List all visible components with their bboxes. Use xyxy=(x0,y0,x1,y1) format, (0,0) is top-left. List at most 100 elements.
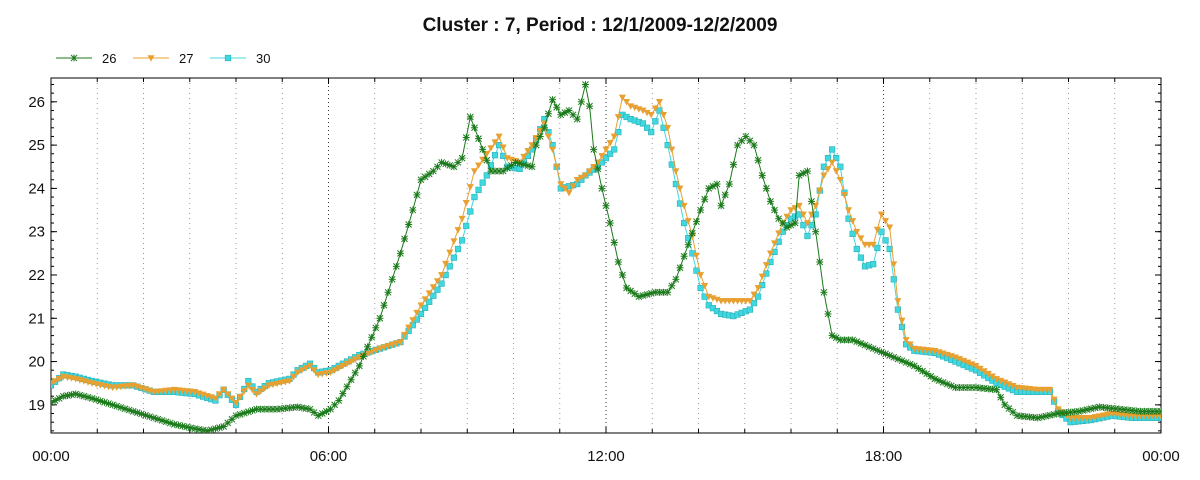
data-point xyxy=(919,367,927,375)
data-point xyxy=(347,376,355,384)
data-point xyxy=(1038,386,1046,394)
data-point xyxy=(396,339,404,346)
data-point xyxy=(438,272,446,279)
y-tick-label: 21 xyxy=(28,310,45,327)
data-point xyxy=(680,202,688,210)
data-point xyxy=(738,298,746,305)
data-point xyxy=(1050,410,1058,418)
data-point xyxy=(1042,412,1050,420)
data-point xyxy=(672,168,680,175)
data-point xyxy=(1075,415,1083,422)
data-point xyxy=(355,362,363,370)
data-point xyxy=(154,388,162,396)
data-point xyxy=(228,395,236,402)
data-point xyxy=(224,391,232,398)
data-point xyxy=(158,416,166,424)
data-point xyxy=(861,241,869,249)
data-point xyxy=(327,405,335,413)
data-point xyxy=(857,254,864,261)
data-point xyxy=(877,211,885,218)
data-point xyxy=(755,293,762,300)
data-point xyxy=(837,163,844,170)
data-point xyxy=(430,292,437,299)
data-point xyxy=(417,310,425,318)
data-point xyxy=(721,298,729,305)
data-point xyxy=(573,176,581,184)
data-point xyxy=(803,167,811,175)
data-point xyxy=(853,228,861,236)
data-point xyxy=(392,340,400,348)
data-point xyxy=(117,383,125,391)
data-point xyxy=(487,145,495,152)
data-point xyxy=(347,358,355,366)
data-point xyxy=(882,218,890,225)
data-point xyxy=(459,237,466,244)
data-point xyxy=(894,306,901,313)
data-point xyxy=(882,237,889,244)
data-point xyxy=(384,343,392,350)
data-point xyxy=(462,134,470,142)
data-point xyxy=(676,185,684,193)
data-point xyxy=(257,388,265,395)
y-tick-label: 19 xyxy=(28,397,45,414)
data-point xyxy=(244,382,252,390)
y-axis: 19 20 21 22 23 24 25 26 xyxy=(28,83,1161,432)
data-point xyxy=(553,163,561,171)
data-point xyxy=(1091,414,1099,421)
data-point xyxy=(528,163,536,171)
data-point xyxy=(434,286,441,293)
series-line-27 xyxy=(51,96,1161,419)
data-point xyxy=(351,369,359,377)
data-point xyxy=(758,273,766,281)
data-point xyxy=(401,235,409,243)
data-point xyxy=(742,132,750,140)
data-point xyxy=(791,219,799,227)
data-point xyxy=(577,174,585,182)
data-point xyxy=(1095,413,1103,420)
data-point xyxy=(446,263,453,270)
data-point xyxy=(277,379,285,387)
data-point xyxy=(549,146,557,154)
data-point xyxy=(1034,414,1042,422)
data-point xyxy=(372,324,380,332)
data-point xyxy=(507,161,515,169)
data-point xyxy=(701,283,709,290)
data-point xyxy=(113,384,121,391)
data-point xyxy=(466,184,474,191)
data-point xyxy=(475,186,482,193)
data-point xyxy=(618,94,626,102)
data-point xyxy=(586,102,594,110)
data-point xyxy=(927,372,935,380)
data-point xyxy=(906,341,914,348)
data-point xyxy=(602,202,610,210)
data-point xyxy=(207,426,215,433)
data-point xyxy=(771,240,779,247)
data-point xyxy=(351,356,359,364)
data-point xyxy=(343,360,351,368)
data-point xyxy=(606,219,614,227)
data-point xyxy=(310,408,318,416)
data-point xyxy=(470,168,478,175)
data-point xyxy=(109,401,117,409)
data-point xyxy=(627,287,635,295)
data-point xyxy=(824,154,832,162)
data-point xyxy=(446,161,454,169)
data-point xyxy=(380,344,388,351)
data-point xyxy=(285,378,293,385)
data-point xyxy=(368,349,376,356)
data-point xyxy=(672,275,680,283)
data-point xyxy=(51,380,55,387)
data-point xyxy=(1091,404,1099,412)
data-point xyxy=(422,304,429,311)
data-point xyxy=(491,139,499,146)
data-point xyxy=(1099,412,1107,419)
data-point xyxy=(409,206,417,214)
data-point xyxy=(800,222,807,229)
data-point xyxy=(450,238,458,245)
data-point xyxy=(413,191,421,199)
data-point xyxy=(88,394,96,402)
data-point xyxy=(380,301,388,309)
data-point xyxy=(417,176,425,184)
x-tick-label: 00:00 xyxy=(1142,448,1180,465)
y-tick-label: 24 xyxy=(28,180,45,197)
